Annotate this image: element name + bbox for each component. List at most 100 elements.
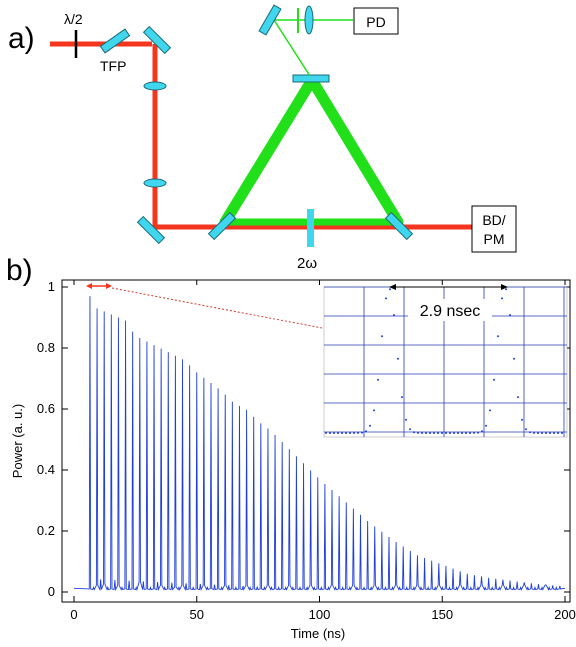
inset-arrow-right: [501, 284, 508, 290]
x-tick-label: 0: [70, 607, 77, 622]
inset-arrow-left: [389, 284, 396, 290]
inset-annotation: 2.9 nsec: [420, 303, 480, 320]
cavity-output-coupler: [292, 74, 330, 83]
inset-sample-point: [473, 431, 475, 434]
inset-sample-point: [465, 432, 467, 434]
x-tick-label: 150: [431, 607, 453, 622]
inset-sample-point: [325, 432, 327, 434]
inset-sample-point: [553, 432, 555, 434]
inset-sample-point: [541, 432, 543, 434]
inset-sample-point: [341, 432, 343, 434]
x-tick-label: 100: [309, 607, 331, 622]
zoom-arrow-left: [86, 283, 92, 289]
pd-lens: [304, 5, 314, 35]
inset-sample-point: [433, 432, 435, 434]
green-beam-right: [306, 74, 404, 228]
inset-sample-point: [449, 432, 451, 434]
inset-sample-point: [393, 314, 395, 317]
inset-sample-point: [509, 314, 511, 317]
inset-sample-point: [533, 431, 535, 434]
x-tick-label: 200: [554, 607, 576, 622]
y-tick-label: 0.8: [37, 340, 55, 355]
mirror-bottom-left: [136, 215, 166, 245]
inset-sample-point: [501, 297, 503, 300]
zoom-connector-line: [111, 287, 323, 329]
inset-sample-point: [545, 432, 547, 434]
lens-lower: [143, 178, 167, 188]
inset-sample-point: [329, 432, 331, 434]
tfp-label: TFP: [100, 58, 126, 74]
shg-label: 2ω: [297, 255, 317, 272]
inset-sample-point: [537, 432, 539, 434]
inset-sample-point: [413, 431, 415, 434]
y-tick-label: 0.2: [37, 523, 55, 538]
cavity-mirror-left: [207, 211, 237, 241]
inset-sample-point: [369, 424, 371, 427]
inset-annotation-bg: [408, 299, 492, 321]
inset-sample-point: [513, 357, 515, 360]
half-wave-plate-label: λ/2: [64, 11, 83, 27]
inset-sample-point: [417, 431, 419, 434]
pd-mirror: [258, 4, 282, 36]
y-tick-label: 0.6: [37, 401, 55, 416]
inset-sample-point: [441, 432, 443, 434]
panel-a-label: a): [8, 22, 35, 55]
inset-sample-point: [357, 431, 359, 434]
inset-sample-point: [485, 424, 487, 427]
inset-sample-point: [373, 409, 375, 412]
pulse-trace-line: [73, 296, 566, 592]
y-tick-label: 0.4: [37, 462, 55, 477]
green-beam-left: [219, 74, 318, 228]
plot-frame: [61, 279, 571, 603]
panel-b-label: b): [6, 254, 33, 287]
inset-sample-point: [477, 431, 479, 434]
bd-label: BD/: [482, 212, 505, 228]
inset-sample-point: [337, 432, 339, 434]
inset-sample-point: [461, 432, 463, 434]
inset-sample-point: [561, 432, 563, 434]
inset-grid: [324, 286, 567, 437]
inset-sample-point: [425, 432, 427, 434]
inset-sample-point: [469, 432, 471, 434]
shg-crystal: [307, 209, 314, 247]
inset-zoom: 2.9 nsec: [323, 284, 568, 438]
inset-sample-point: [349, 432, 351, 434]
inset-sample-point: [521, 418, 523, 421]
pulse-trace: [73, 296, 566, 592]
y-tick-label: 0: [48, 584, 55, 599]
inset-sample-point: [361, 431, 363, 434]
thin-film-polarizer: [99, 28, 131, 54]
inset-sample-point: [381, 335, 383, 338]
inset-sample-point: [385, 297, 387, 300]
green-ring-cavity: [219, 74, 404, 228]
photodiode-box: [353, 7, 399, 35]
beam-dump-box: [471, 205, 517, 253]
lens-upper: [143, 81, 167, 91]
inset-sample-point: [445, 432, 447, 434]
inset-sample-point: [453, 432, 455, 434]
pm-label: PM: [484, 231, 505, 247]
inset-sample-point: [493, 378, 495, 381]
inset-sample-point: [421, 432, 423, 434]
inset-sample-point: [549, 432, 551, 434]
y-axis-label: Power (a. u.): [10, 404, 25, 478]
inset-sample-point: [409, 428, 411, 431]
x-axis-label: Time (ns): [291, 626, 345, 641]
inset-sample-point: [377, 378, 379, 381]
y-tick-label: 1: [48, 279, 55, 294]
inset-sample-point: [345, 432, 347, 434]
inset-sample-point: [389, 288, 391, 291]
pd-label: PD: [366, 14, 385, 30]
inset-sample-point: [497, 335, 499, 338]
inset-sample-point: [429, 432, 431, 434]
inset-sample-point: [405, 418, 407, 421]
inset-sample-point: [401, 396, 403, 399]
inset-sample-point: [353, 432, 355, 434]
inset-sample-point: [557, 432, 559, 434]
inset-sample-point: [489, 409, 491, 412]
inset-sample-point: [529, 431, 531, 434]
inset-sample-point: [481, 430, 483, 433]
